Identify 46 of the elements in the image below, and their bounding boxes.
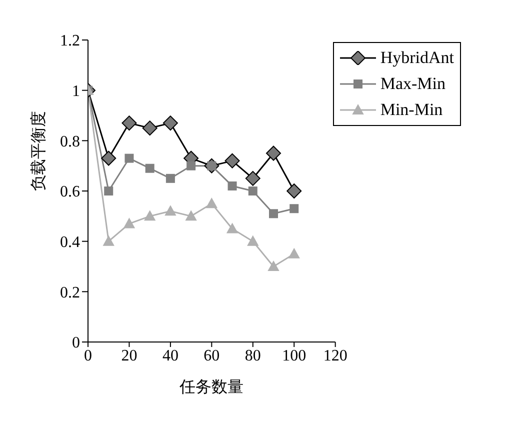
point [226, 223, 238, 234]
x-tick-label: 20 [121, 347, 138, 364]
point [288, 248, 300, 258]
x-tick-label: 100 [282, 347, 306, 364]
x-tick-label: 60 [204, 347, 220, 364]
x-tick-label: 40 [162, 347, 178, 364]
point [124, 218, 135, 228]
x-tick-label: 0 [84, 347, 92, 364]
y-tick-label: 1.2 [60, 32, 80, 50]
y-tick-label: 0 [72, 334, 80, 352]
point [124, 154, 134, 163]
point [266, 146, 281, 161]
point [103, 236, 114, 246]
point [268, 209, 278, 218]
point [186, 161, 196, 170]
y-tick-label: 0.8 [60, 133, 80, 150]
x-tick-label: 120 [323, 347, 348, 364]
point [206, 198, 218, 208]
x-tick-label: 80 [244, 347, 261, 364]
point [144, 210, 156, 221]
legend-label: Min-Min [380, 100, 443, 120]
point [142, 120, 158, 136]
point [122, 116, 137, 131]
y-tick-label: 0.2 [60, 284, 80, 302]
y-tick-label: 0.6 [60, 184, 80, 201]
point [166, 174, 175, 183]
y-tick-label: 1 [72, 83, 80, 100]
point [290, 204, 299, 214]
point [104, 186, 114, 196]
point [164, 206, 176, 216]
point [101, 150, 116, 166]
point [268, 261, 279, 271]
point [186, 210, 197, 221]
y-axis-title: 负载平衡度 [30, 111, 48, 191]
point [248, 186, 258, 196]
point [224, 153, 240, 168]
legend-label: Max-Min [380, 74, 446, 94]
point [247, 236, 258, 246]
point [162, 116, 178, 131]
legend-label: HybridAnt [380, 48, 454, 68]
point [228, 181, 237, 190]
point [145, 164, 154, 173]
x-axis-title: 任务数量 [178, 379, 244, 396]
y-tick-label: 0.4 [60, 234, 80, 252]
point [245, 170, 260, 186]
point [286, 184, 302, 198]
